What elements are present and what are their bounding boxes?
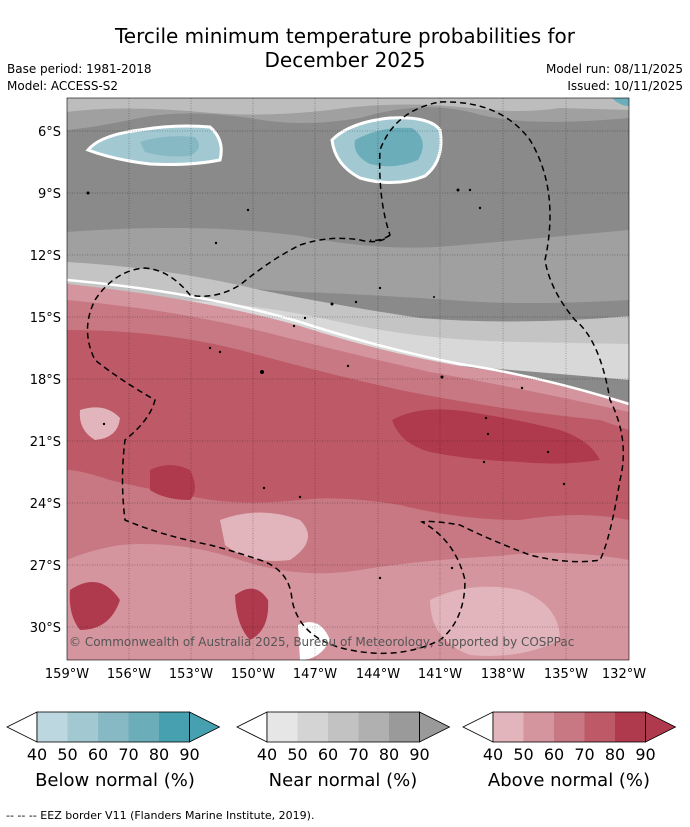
above-normal-colorbar-segment <box>615 712 646 742</box>
near-normal-colorbar-segment <box>328 712 359 742</box>
y-axis: 6°S 9°S 12°S 15°S 18°S 21°S 24°S 27°S 30… <box>30 125 61 636</box>
above-normal-light-patch-west <box>79 407 120 440</box>
map-fill-layer <box>67 98 629 660</box>
below-normal-colorbar-high-extend <box>189 711 221 743</box>
near-normal-colorbar-tick: 90 <box>409 745 429 764</box>
below-normal-colorbar-segment <box>128 712 159 742</box>
above-normal-colorbar-label: Above normal (%) <box>487 770 651 791</box>
chart-title-line2: December 2025 <box>264 48 426 72</box>
above-normal-white-patch <box>298 622 330 660</box>
below-normal-colorbar-frame <box>36 711 190 743</box>
x-tick-label: 150°W <box>231 667 275 682</box>
below-normal-colorbar-tick: 60 <box>88 745 108 764</box>
above-normal-dark-patch-sw <box>69 582 120 630</box>
near-normal-colorbar-segment <box>389 712 420 742</box>
above-normal-colorbar-tick: 50 <box>513 745 533 764</box>
eez-footnote: -- -- -- EEZ border V11 (Flanders Marine… <box>6 809 315 822</box>
below-normal-colorbar-label: Below normal (%) <box>35 770 195 791</box>
near-normal-colorbar-label: Near normal (%) <box>268 770 418 791</box>
near-normal-colorbar-tick: 60 <box>318 745 338 764</box>
below-normal-colorbar-segment <box>37 712 68 742</box>
above-normal-colorbar-tick: 60 <box>544 745 564 764</box>
above-normal-colorbar-segment <box>554 712 585 742</box>
issued-date: Issued: 10/11/2025 <box>567 79 683 93</box>
below-normal-colorbar-tick: 80 <box>149 745 169 764</box>
eez-border-inner-line <box>369 234 391 242</box>
model-run-date: Model run: 08/11/2025 <box>545 62 683 76</box>
chart-title-line1: Tercile minimum temperature probabilitie… <box>114 24 576 48</box>
above-normal-80-area <box>392 409 600 464</box>
near-normal-colorbar-tick: 50 <box>287 745 307 764</box>
near-normal-colorbar-low-extend <box>236 711 268 743</box>
y-tick-label: 6°S <box>38 125 61 140</box>
near-normal-colorbar-segment <box>267 712 298 742</box>
y-tick-label: 15°S <box>30 311 61 326</box>
y-tick-label: 27°S <box>30 559 61 574</box>
above-normal-colorbar-segment <box>584 712 615 742</box>
x-tick-label: 135°W <box>544 667 588 682</box>
above-normal-colorbar-tick: 80 <box>605 745 625 764</box>
below-normal-colorbar-tick: 40 <box>27 745 47 764</box>
near-normal-band-north-light <box>67 98 629 115</box>
above-normal-colorbar-tick: 90 <box>635 745 655 764</box>
category-boundary-line <box>67 278 629 406</box>
above-normal-light-patch-south <box>220 512 308 561</box>
below-normal-colorbar-low-extend <box>6 711 38 743</box>
below-normal-colorbar-tick: 90 <box>179 745 199 764</box>
x-axis: 159°W 156°W 153°W 150°W 147°W 144°W 141°… <box>45 667 646 682</box>
y-tick-label: 12°S <box>30 249 61 264</box>
below-normal-colorbar-segment <box>159 712 190 742</box>
near-normal-colorbar-segment <box>297 712 328 742</box>
above-normal-colorbar-low-extend <box>462 711 494 743</box>
x-tick-label: 159°W <box>45 667 89 682</box>
below-normal-area-east-core <box>354 127 423 167</box>
base-period: Base period: 1981-2018 <box>7 62 152 76</box>
x-tick-label: 153°W <box>169 667 213 682</box>
y-tick-label: 18°S <box>30 373 61 388</box>
island-markers <box>86 188 566 580</box>
near-normal-colorbar-high-extend <box>419 711 451 743</box>
y-tick-label: 9°S <box>38 187 61 202</box>
x-tick-label: 147°W <box>293 667 337 682</box>
eez-border-line <box>86 101 625 655</box>
near-normal-south-band <box>67 262 629 355</box>
map-frame <box>66 97 630 661</box>
y-tick-label: 30°S <box>30 621 61 636</box>
copyright-text: © Commonwealth of Australia 2025, Bureau… <box>69 635 574 649</box>
above-normal-colorbar-tick: 70 <box>574 745 594 764</box>
above-normal-colorbar-segment <box>493 712 524 742</box>
colorbars-group: 40 50 60 70 80 90 40 50 60 70 80 90 40 50 60 70 80 90 <box>6 711 677 764</box>
y-tick-label: 21°S <box>30 435 61 450</box>
below-normal-colorbar-tick: 70 <box>118 745 138 764</box>
below-normal-corner-ne <box>612 98 629 106</box>
x-tick-label: 141°W <box>418 667 462 682</box>
above-normal-colorbar-frame <box>492 711 646 743</box>
x-tick-label: 132°W <box>602 667 646 682</box>
near-normal-colorbar-frame <box>266 711 420 743</box>
above-normal-70-area <box>67 330 629 520</box>
near-normal-colorbar-tick: 70 <box>348 745 368 764</box>
x-tick-label: 156°W <box>107 667 151 682</box>
above-normal-colorbar-high-extend <box>645 711 677 743</box>
above-normal-80-area-2 <box>150 465 195 500</box>
above-normal-colorbar-tick: 40 <box>483 745 503 764</box>
below-normal-colorbar-segment <box>98 712 129 742</box>
near-normal-colorbar-tick: 40 <box>257 745 277 764</box>
near-normal-colorbar-tick: 80 <box>379 745 399 764</box>
x-tick-label: 144°W <box>356 667 400 682</box>
model-name: Model: ACCESS-S2 <box>7 79 119 93</box>
below-normal-area-west-core <box>140 136 199 157</box>
below-normal-colorbar-segment <box>67 712 98 742</box>
below-normal-colorbar-tick: 50 <box>57 745 77 764</box>
above-normal-colorbar-segment <box>523 712 554 742</box>
map-grid <box>67 98 629 660</box>
y-tick-label: 24°S <box>30 497 61 512</box>
x-tick-label: 138°W <box>481 667 525 682</box>
near-normal-colorbar-segment <box>358 712 389 742</box>
